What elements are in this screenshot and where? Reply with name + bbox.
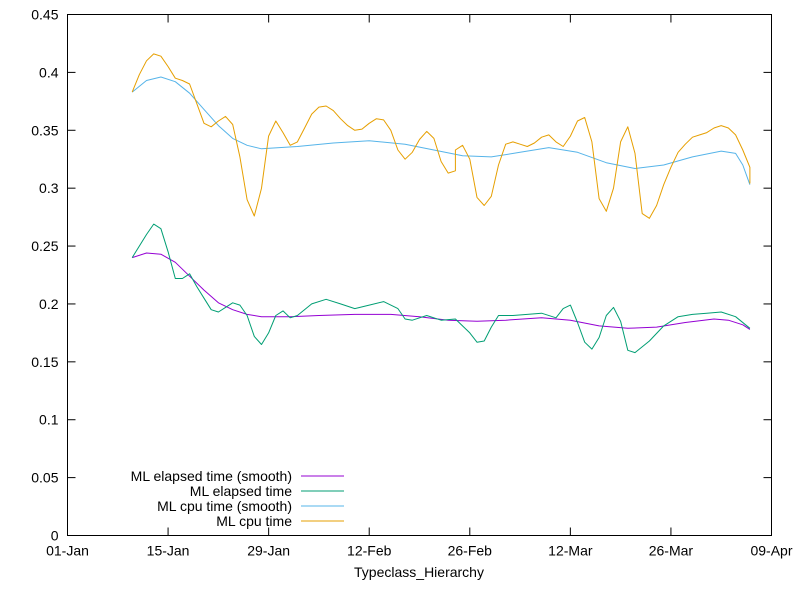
legend-label: ML elapsed time (smooth) (131, 468, 292, 484)
y-axis: 0 0.05 0.1 0.15 0.2 0.25 0.3 0.35 0.4 0.45 (31, 7, 772, 544)
x-tick-label: 09-Apr (750, 543, 792, 559)
x-tick-label: 26-Mar (649, 543, 694, 559)
y-tick-label: 0.35 (31, 122, 58, 138)
y-tick-label: 0.4 (39, 64, 59, 80)
legend-label: ML cpu time (216, 513, 292, 529)
y-tick-label: 0.45 (31, 7, 58, 23)
y-tick-label: 0 (51, 528, 59, 544)
x-tick-label: 15-Jan (147, 543, 190, 559)
legend: ML elapsed time (smooth)ML elapsed timeM… (131, 468, 344, 529)
series-lines (131, 53, 751, 354)
series-line-3 (131, 53, 751, 219)
x-tick-label: 12-Feb (347, 543, 392, 559)
legend-label: ML elapsed time (190, 483, 292, 499)
x-tick-label: 29-Jan (247, 543, 290, 559)
x-axis: 01-Jan 15-Jan 29-Jan 12-Feb 26-Feb 12-Mar 26-M… (46, 14, 793, 559)
x-tick-label: 01-Jan (46, 543, 89, 559)
y-tick-label: 0.2 (39, 296, 59, 312)
series-line-0 (132, 252, 751, 330)
x-tick-label: 26-Feb (448, 543, 493, 559)
y-tick-label: 0.1 (39, 412, 59, 428)
legend-label: ML cpu time (smooth) (157, 498, 292, 514)
series-line-2 (131, 76, 751, 185)
x-axis-title: Typeclass_Hierarchy (354, 564, 484, 580)
y-tick-label: 0.15 (31, 354, 58, 370)
x-tick-label: 12-Mar (548, 543, 593, 559)
series-line-1 (131, 223, 751, 354)
y-tick-label: 0.3 (39, 180, 59, 196)
y-tick-label: 0.05 (31, 470, 58, 486)
plot-frame (67, 14, 772, 536)
y-tick-label: 0.25 (31, 238, 58, 254)
